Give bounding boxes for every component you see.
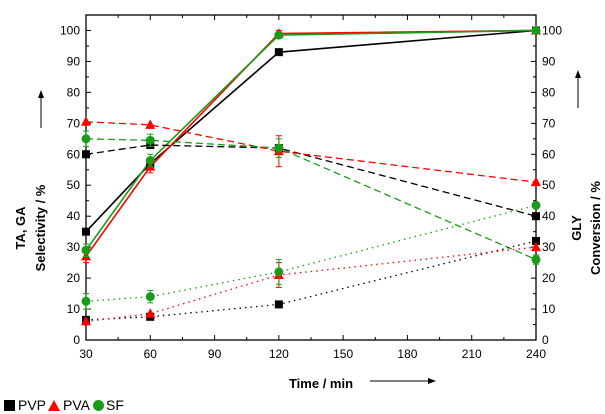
x-tick-label: 150 bbox=[333, 347, 353, 361]
series-line-pvp-dashed bbox=[85, 144, 537, 217]
y-left-tick-label: 20 bbox=[67, 271, 81, 285]
x-axis-title: Time / min bbox=[289, 376, 353, 391]
x-tick-label: 210 bbox=[462, 347, 482, 361]
y-right-tick-label: 20 bbox=[542, 271, 556, 285]
legend-label-pva: PVA bbox=[63, 397, 90, 414]
point-pva bbox=[145, 119, 156, 129]
point-sf bbox=[274, 143, 284, 153]
y-left-tick-label: 40 bbox=[67, 209, 81, 223]
point-pva bbox=[531, 176, 541, 187]
y-right-title-line1: GLY bbox=[569, 215, 584, 241]
point-pva bbox=[81, 315, 91, 326]
y-left-tick-label: 70 bbox=[67, 116, 81, 130]
series-lines bbox=[85, 29, 537, 323]
y-right-tick-label: 30 bbox=[542, 240, 556, 254]
point-pvp bbox=[82, 227, 90, 236]
point-sf bbox=[531, 255, 541, 265]
legend-circle-icon bbox=[93, 399, 104, 411]
y-right-tick-label: 0 bbox=[542, 333, 549, 347]
point-sf bbox=[274, 267, 284, 277]
point-sf bbox=[274, 30, 284, 40]
axes bbox=[85, 14, 537, 341]
x-tick-label: 240 bbox=[526, 347, 546, 361]
series-line-sf-dashed bbox=[85, 138, 537, 261]
point-sf bbox=[81, 296, 91, 306]
y-right-tick-label: 70 bbox=[542, 116, 556, 130]
y-left-tick-label: 0 bbox=[73, 333, 80, 347]
y-left-arrow bbox=[38, 90, 44, 128]
point-pvp bbox=[274, 300, 283, 309]
plot-frame bbox=[85, 14, 537, 341]
x-tick-label: 60 bbox=[144, 347, 158, 361]
point-sf bbox=[81, 134, 91, 144]
point-sf bbox=[145, 292, 155, 302]
point-pvp bbox=[532, 212, 540, 221]
series-line-pva-dotted bbox=[85, 246, 537, 323]
y-left-title-line2: Selectivity / % bbox=[33, 184, 48, 271]
legend-square-icon bbox=[4, 399, 15, 411]
point-pva bbox=[531, 241, 541, 252]
series-line-sf-solid bbox=[85, 29, 537, 251]
point-pvp bbox=[82, 150, 90, 159]
y-right-tick-label: 60 bbox=[542, 147, 556, 161]
series-marks bbox=[81, 24, 541, 326]
y-right-tick-label: 40 bbox=[542, 209, 556, 223]
legend-label-pvp: PVP bbox=[18, 397, 47, 414]
point-sf bbox=[531, 25, 541, 35]
y-left-tick-label: 90 bbox=[67, 54, 81, 68]
point-sf bbox=[81, 245, 91, 255]
y-left-title-line1: TA, GA bbox=[13, 206, 28, 250]
y-right-tick-label: 90 bbox=[542, 54, 556, 68]
y-left-tick-label: 80 bbox=[67, 85, 81, 99]
y-right-arrow bbox=[575, 70, 581, 108]
y-left-tick-label: 50 bbox=[67, 178, 81, 192]
y-right-tick-label: 80 bbox=[542, 85, 556, 99]
x-tick-label: 30 bbox=[79, 347, 93, 361]
point-pva bbox=[81, 116, 91, 126]
y-right-tick-label: 10 bbox=[542, 302, 556, 316]
series-line-pva-dashed bbox=[85, 121, 537, 183]
point-pva bbox=[145, 308, 156, 318]
y-left-tick-label: 60 bbox=[67, 147, 81, 161]
point-sf bbox=[145, 135, 155, 145]
y-left-tick-label: 30 bbox=[67, 240, 81, 254]
y-left-tick-label: 100 bbox=[60, 23, 80, 37]
series-line-sf-dotted bbox=[85, 204, 537, 302]
y-right-tick-label: 50 bbox=[542, 178, 556, 192]
series-line-pvp-solid bbox=[85, 29, 537, 233]
x-axis-arrow bbox=[370, 378, 436, 384]
x-tick-label: 180 bbox=[397, 347, 417, 361]
point-pvp bbox=[532, 236, 540, 245]
point-sf bbox=[145, 155, 155, 165]
legend: PVP PVA SF bbox=[4, 396, 124, 413]
y-left-tick-label: 10 bbox=[67, 302, 81, 316]
y-right-tick-label: 100 bbox=[542, 23, 562, 37]
series-line-pvp-dotted bbox=[85, 240, 537, 321]
x-tick-label: 90 bbox=[208, 347, 222, 361]
point-sf bbox=[531, 200, 541, 210]
legend-label-sf: SF bbox=[106, 397, 124, 414]
legend-triangle-icon bbox=[48, 399, 61, 411]
point-pvp bbox=[274, 48, 283, 57]
x-tick-label: 120 bbox=[269, 347, 289, 361]
y-right-title-line2: Conversion / % bbox=[588, 181, 603, 275]
